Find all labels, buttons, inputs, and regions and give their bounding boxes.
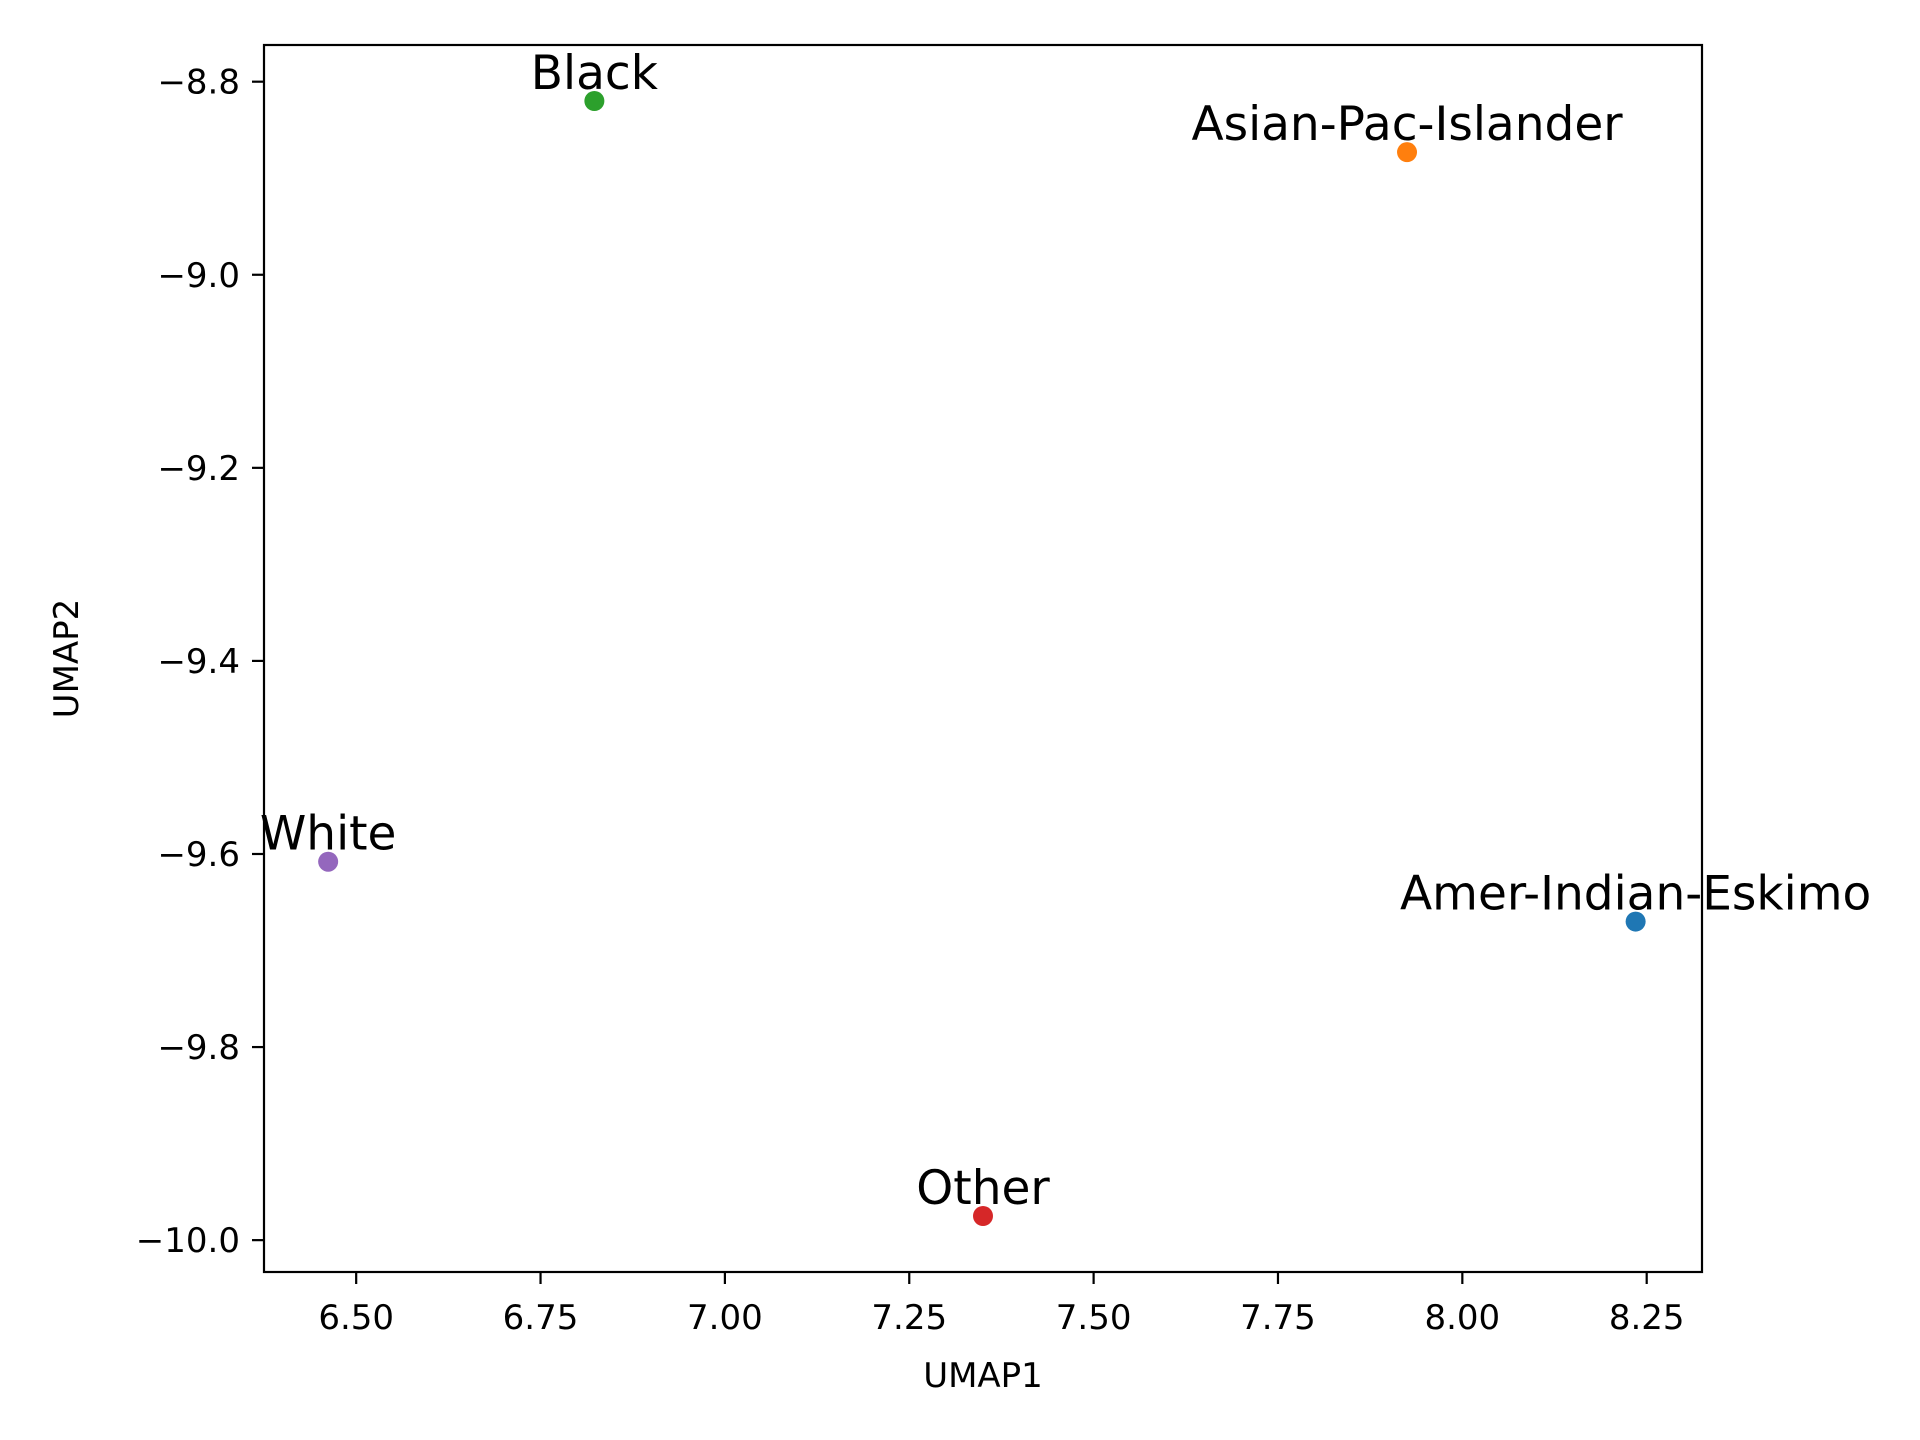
y-tick-label: −10.0 [136, 1221, 240, 1261]
x-tick-label: 7.75 [1240, 1298, 1316, 1338]
y-axis-ticks: −8.8 −9.0 −9.2 −9.4 −9.6 −9.8 −10.0 [136, 63, 264, 1261]
data-point-label: Amer-Indian-Eskimo [1400, 867, 1871, 922]
data-point-label: Asian-Pac-Islander [1191, 97, 1623, 152]
data-point [973, 1206, 993, 1227]
y-tick-label: −9.2 [157, 449, 240, 489]
x-tick-label: 6.75 [503, 1298, 579, 1338]
y-tick-label: −9.6 [157, 835, 240, 875]
y-tick-label: −9.0 [157, 256, 240, 296]
data-point [1397, 142, 1418, 163]
x-tick-label: 8.25 [1609, 1298, 1685, 1338]
y-axis-title: UMAP2 [47, 599, 87, 719]
data-point [1625, 911, 1646, 932]
x-tick-label: 7.25 [871, 1298, 947, 1338]
x-tick-label: 8.00 [1424, 1298, 1500, 1338]
x-tick-label: 7.50 [1056, 1298, 1132, 1338]
y-tick-label: −9.8 [157, 1028, 240, 1068]
x-axis-title: UMAP1 [923, 1356, 1043, 1396]
data-point-labels: Amer-Indian-Eskimo Asian-Pac-Islander Blac… [260, 46, 1871, 1216]
data-point [584, 90, 605, 111]
x-axis-ticks: 6.50 6.75 7.00 7.25 7.50 7.75 8.00 8.25 [318, 1272, 1685, 1338]
x-tick-label: 6.50 [318, 1298, 394, 1338]
data-point [318, 851, 339, 872]
x-tick-label: 7.00 [687, 1298, 763, 1338]
data-point-label: White [260, 807, 397, 862]
y-tick-label: −9.4 [157, 642, 240, 682]
data-point-label: Other [916, 1161, 1050, 1216]
y-tick-label: −8.8 [157, 63, 240, 103]
plot-frame [262, 43, 1704, 1274]
data-point-label: Black [531, 46, 659, 101]
data-points [318, 90, 1646, 1227]
